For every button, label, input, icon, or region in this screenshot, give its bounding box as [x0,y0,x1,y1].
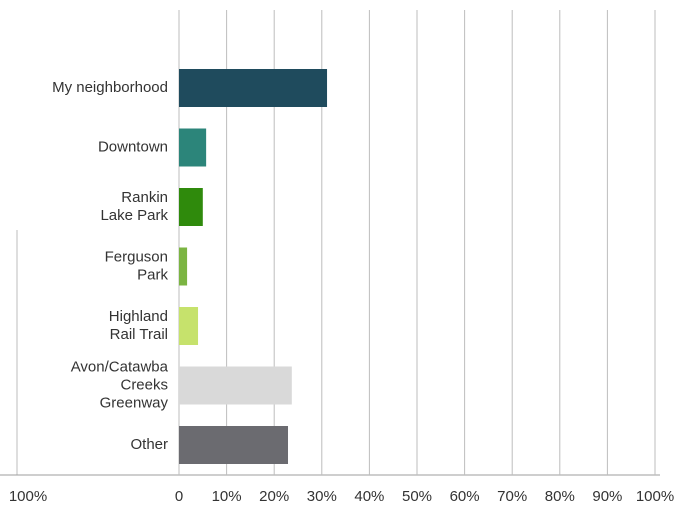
bar [179,366,292,405]
y-tick-label: My neighborhood [52,79,168,96]
y-tick-label: Other [130,436,168,453]
x-tick-label: 40% [354,488,384,505]
y-tick-label: Avon/Catawba Creeks Greenway [71,358,169,411]
x-tick-label: 60% [450,488,480,505]
x-tick-label: 80% [545,488,575,505]
y-tick-label: Ferguson Park [105,248,169,283]
x-tick-label: 90% [592,488,622,505]
x-tick-label: 30% [307,488,337,505]
x-tick-label: 10% [212,488,242,505]
y-tick-label: Rankin Lake Park [100,189,168,224]
bar [179,247,188,286]
y-tick-label: Highland Rail Trail [109,308,168,343]
bar [179,128,207,167]
bar [179,426,289,464]
x-tick-label: 0 [175,488,183,505]
bar [179,69,328,107]
y-tick-label: Downtown [98,138,168,155]
fragment-tick-label: 100% [9,488,47,505]
x-tick-label: 100% [636,488,674,505]
x-tick-label: 20% [259,488,289,505]
x-tick-label: 50% [402,488,432,505]
bar [179,307,199,345]
x-tick-label: 70% [497,488,527,505]
bar [179,188,203,226]
